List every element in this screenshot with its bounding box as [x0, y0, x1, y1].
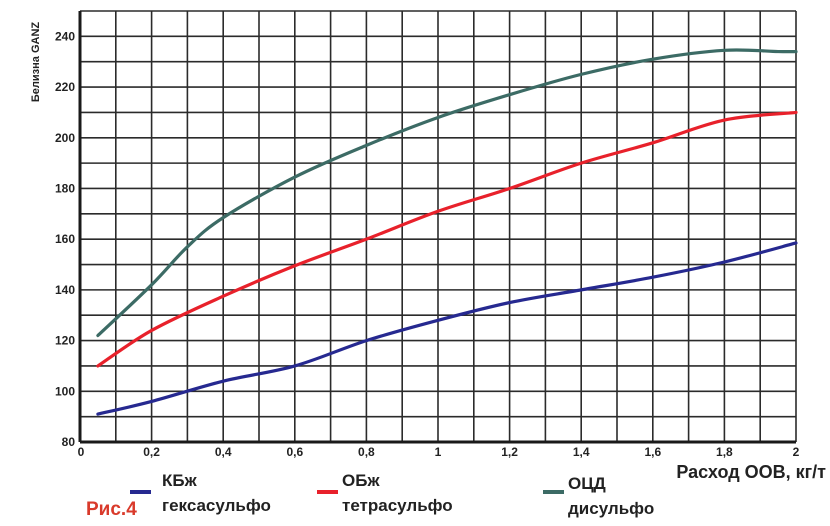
x-tick-label: 0,8 — [358, 445, 375, 459]
x-tick-label: 0,4 — [215, 445, 232, 459]
legend-label-2-line1: ОБж — [342, 471, 380, 490]
tick-labels: 0 0,2 0,4 0,6 0,8 1 1,2 1,4 1,6 1,8 2 80 100 120 140 16… — [55, 29, 800, 459]
x-axis-label: Расход ООВ, кг/т — [676, 462, 826, 482]
y-tick-label: 120 — [55, 334, 75, 348]
y-tick-label: 220 — [55, 80, 75, 94]
x-tick-label: 1,6 — [644, 445, 661, 459]
series-line-1 — [96, 241, 798, 416]
y-tick-label: 140 — [55, 283, 75, 297]
y-tick-label: 160 — [55, 232, 75, 246]
x-tick-label: 0 — [78, 445, 85, 459]
x-tick-label: 1 — [435, 445, 442, 459]
series-line-2 — [96, 110, 798, 368]
series — [96, 48, 798, 416]
x-tick-label: 1,2 — [501, 445, 518, 459]
x-tick-label: 2 — [793, 445, 800, 459]
legend-label-3-line2: дисульфо — [568, 499, 654, 518]
y-axis-label: Белизна GANZ — [30, 22, 42, 103]
y-tick-label: 100 — [55, 384, 75, 398]
series-line-3 — [96, 48, 798, 338]
legend-label-3-line1: ОЦД — [568, 474, 606, 493]
axes — [78, 11, 796, 444]
x-tick-label: 1,8 — [716, 445, 733, 459]
x-tick-label: 0,6 — [286, 445, 303, 459]
legend-label-1-line1: КБж — [162, 471, 198, 490]
figure-label: Рис.4 — [86, 499, 137, 520]
y-tick-label: 80 — [62, 435, 76, 449]
legend: КБж гексасульфо ОБж тетрасульфо ОЦД дисульфо — [130, 471, 654, 518]
y-tick-label: 240 — [55, 29, 75, 43]
x-tick-label: 0,2 — [143, 445, 160, 459]
y-tick-label: 180 — [55, 181, 75, 195]
grid — [79, 10, 797, 443]
x-tick-label: 1,4 — [573, 445, 590, 459]
y-tick-label: 200 — [55, 131, 75, 145]
legend-label-2-line2: тетрасульфо — [342, 496, 453, 515]
legend-label-1-line2: гексасульфо — [162, 496, 271, 515]
